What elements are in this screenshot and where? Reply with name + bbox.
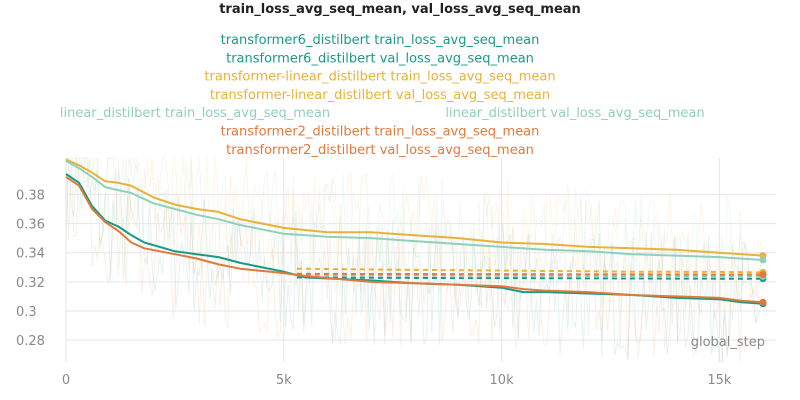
legend-item-4[interactable]: linear_distilbert train_loss_avg_seq_mea… bbox=[60, 106, 330, 121]
series-lines bbox=[65, 158, 763, 305]
x-tick-label-2: 10k bbox=[490, 373, 515, 388]
legend-item-2[interactable]: transformer-linear_distilbert train_loss… bbox=[204, 70, 555, 85]
series-end-marker-7 bbox=[759, 271, 767, 279]
series-line-6 bbox=[65, 176, 763, 304]
series-end-marker-4 bbox=[759, 256, 767, 264]
series-line-2 bbox=[65, 158, 763, 257]
x-axis-label: global_step bbox=[691, 335, 765, 350]
legend-item-1[interactable]: transformer6_distilbert val_loss_avg_seq… bbox=[226, 51, 534, 66]
series-line-4 bbox=[65, 160, 763, 261]
x-tick-label-0: 0 bbox=[62, 373, 70, 388]
x-tick-label-3: 15k bbox=[707, 373, 732, 388]
series-line-1 bbox=[296, 276, 763, 280]
x-axis: 0 5k 10k 15k bbox=[62, 373, 732, 388]
raw-noise-0 bbox=[65, 157, 762, 363]
y-tick-label-2: 0.32 bbox=[16, 276, 45, 291]
raw-noise-4 bbox=[66, 156, 762, 325]
raw-noise-band bbox=[65, 156, 762, 363]
legend-item-6[interactable]: transformer2_distilbert train_loss_avg_s… bbox=[221, 125, 540, 140]
legend-item-0[interactable]: transformer6_distilbert train_loss_avg_s… bbox=[221, 33, 540, 48]
series-end-markers bbox=[759, 252, 767, 308]
plot-area bbox=[65, 156, 776, 363]
series-line-3 bbox=[296, 267, 763, 274]
legend-item-3[interactable]: transformer-linear_distilbert val_loss_a… bbox=[210, 88, 550, 103]
series-line-5 bbox=[296, 274, 763, 278]
chart-title: train_loss_avg_seq_mean, val_loss_avg_se… bbox=[219, 2, 581, 17]
legend: transformer6_distilbert train_loss_avg_s… bbox=[60, 33, 705, 158]
y-tick-label-5: 0.38 bbox=[16, 188, 45, 203]
y-tick-label-3: 0.34 bbox=[16, 247, 45, 262]
legend-item-7[interactable]: transformer2_distilbert val_loss_avg_seq… bbox=[226, 143, 534, 158]
y-tick-label-1: 0.3 bbox=[16, 305, 37, 320]
y-tick-label-0: 0.28 bbox=[16, 334, 45, 349]
series-line-7 bbox=[296, 272, 763, 276]
y-tick-label-4: 0.36 bbox=[16, 218, 45, 233]
legend-item-5[interactable]: linear_distilbert val_loss_avg_seq_mean bbox=[445, 106, 704, 121]
raw-noise-2 bbox=[65, 156, 762, 312]
x-tick-label-1: 5k bbox=[276, 373, 292, 388]
series-end-marker-6 bbox=[759, 298, 767, 306]
y-axis: 0.28 0.3 0.32 0.34 0.36 0.38 bbox=[16, 188, 45, 349]
